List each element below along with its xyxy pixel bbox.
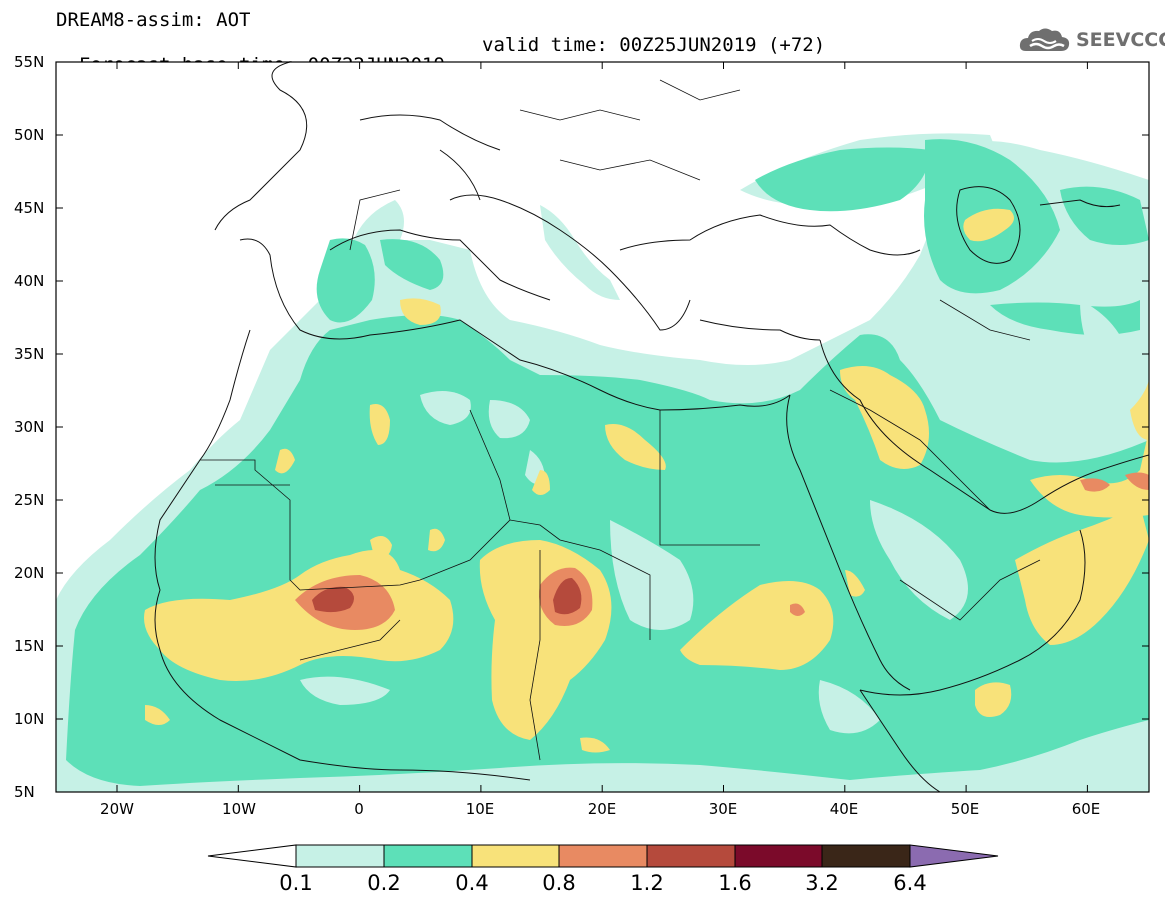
cloud-icon <box>1019 28 1070 51</box>
lat-label: 30N <box>14 418 45 436</box>
lon-label: 10E <box>465 800 495 818</box>
lat-label: 15N <box>14 637 45 655</box>
lon-label: 20E <box>587 800 617 818</box>
lon-label: 30E <box>708 800 738 818</box>
lat-label: 45N <box>14 199 45 217</box>
colorbar-label: 1.6 <box>718 871 752 895</box>
lat-label: 25N <box>14 491 45 509</box>
lat-label: 35N <box>14 345 45 363</box>
lat-label: 40N <box>14 272 45 290</box>
lon-label: 0 <box>354 800 364 818</box>
colorbar-label: 1.2 <box>630 871 664 895</box>
colorbar-label: 0.1 <box>279 871 313 895</box>
colorbar-label: 0.4 <box>455 871 489 895</box>
borders <box>200 79 1041 761</box>
seevccc-logo: SEEVCCC <box>1018 24 1165 56</box>
valid-time: valid time: 00Z25JUN2019 (+72) <box>482 34 826 56</box>
colorbar-label: 3.2 <box>805 871 839 895</box>
logo-text: SEEVCCC <box>1076 29 1165 51</box>
lon-label: 40E <box>829 800 859 818</box>
lon-label: 50E <box>950 800 980 818</box>
lat-label: 55N <box>14 53 45 71</box>
lat-label: 10N <box>14 710 45 728</box>
lat-label: 50N <box>14 126 45 144</box>
lat-label: 5N <box>14 783 35 801</box>
lon-label: 20W <box>100 800 134 818</box>
aot-contour-darkred <box>312 577 582 615</box>
lat-label: 20N <box>14 564 45 582</box>
lon-label: 10W <box>222 800 256 818</box>
colorbar-label: 0.8 <box>542 871 576 895</box>
product-title: DREAM8-assim: AOT <box>56 9 251 31</box>
colorbar-label: 0.2 <box>367 871 401 895</box>
colorbar-label: 6.4 <box>893 871 927 895</box>
coastlines <box>154 62 1149 792</box>
lon-label: 60E <box>1071 800 1101 818</box>
axis-ticks <box>56 61 1149 793</box>
